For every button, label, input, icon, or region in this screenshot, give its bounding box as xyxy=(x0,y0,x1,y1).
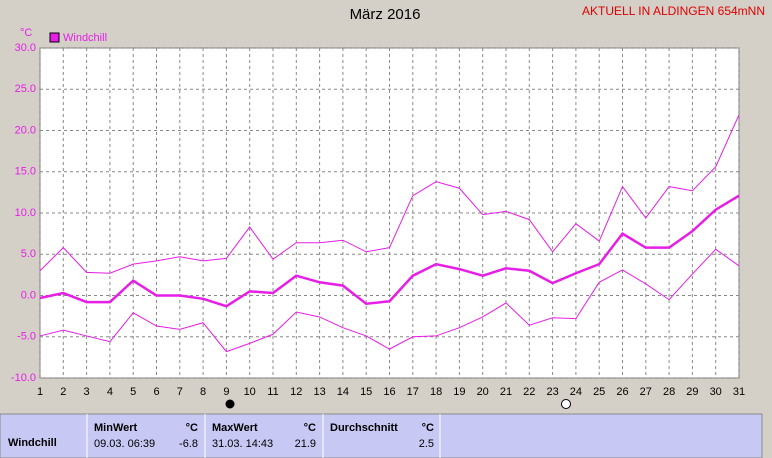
x-tick-label: 26 xyxy=(616,386,628,398)
x-tick-label: 30 xyxy=(710,386,722,398)
x-tick-label: 16 xyxy=(383,386,395,398)
y-tick-label: 5.0 xyxy=(21,248,36,260)
x-tick-label: 8 xyxy=(200,386,206,398)
x-tick-label: 6 xyxy=(153,386,159,398)
table-panel xyxy=(0,413,763,458)
series-line xyxy=(39,248,740,353)
time: 09.03. 06:39 xyxy=(94,438,155,450)
chart-title: März 2016 xyxy=(350,6,421,23)
y-tick-label: -10.0 xyxy=(11,372,36,384)
x-tick-label: 23 xyxy=(546,386,558,398)
row-label: Windchill xyxy=(8,437,57,449)
legend-swatch xyxy=(49,32,60,43)
y-tick-label: 0.0 xyxy=(21,289,36,301)
moon-icon xyxy=(561,399,571,409)
x-tick-label: 31 xyxy=(733,386,745,398)
x-tick-label: 5 xyxy=(130,386,136,398)
header: MinWert xyxy=(94,422,138,434)
x-tick-label: 11 xyxy=(267,386,278,398)
x-tick-label: 13 xyxy=(313,386,325,398)
series-line xyxy=(39,194,740,308)
value: 21.9 xyxy=(295,438,316,450)
x-tick-label: 20 xyxy=(477,386,489,398)
y-tick-label: 15.0 xyxy=(15,166,36,178)
unit: °C xyxy=(422,422,434,434)
x-tick-label: 18 xyxy=(430,386,442,398)
y-unit: °C xyxy=(20,27,32,39)
time: 31.03. 14:43 xyxy=(212,438,273,450)
header: MaxWert xyxy=(212,422,258,434)
value: -6.8 xyxy=(179,438,198,450)
y-tick-label: 10.0 xyxy=(15,207,36,219)
series-line xyxy=(39,114,740,274)
x-tick-label: 28 xyxy=(663,386,675,398)
subtitle: AKTUELL IN ALDINGEN 654mNN xyxy=(582,4,765,18)
x-tick-label: 21 xyxy=(500,386,512,398)
x-tick-label: 2 xyxy=(60,386,66,398)
x-tick-label: 14 xyxy=(337,386,349,398)
x-tick-label: 9 xyxy=(223,386,229,398)
y-tick-label: 25.0 xyxy=(15,83,36,95)
y-tick-label: 20.0 xyxy=(15,124,36,136)
unit: °C xyxy=(186,422,198,434)
x-tick-label: 22 xyxy=(523,386,535,398)
x-tick-label: 4 xyxy=(107,386,113,398)
x-tick-label: 10 xyxy=(244,386,256,398)
value: 2.5 xyxy=(419,438,434,450)
unit: °C xyxy=(304,422,316,434)
x-tick-label: 29 xyxy=(686,386,698,398)
x-tick-label: 1 xyxy=(37,386,43,398)
x-tick-label: 17 xyxy=(407,386,419,398)
x-tick-label: 19 xyxy=(453,386,465,398)
x-tick-label: 15 xyxy=(360,386,372,398)
moon-icon xyxy=(225,399,235,409)
y-tick-label: 30.0 xyxy=(15,42,36,54)
x-tick-label: 3 xyxy=(84,386,90,398)
x-tick-label: 24 xyxy=(570,386,582,398)
y-tick-label: -5.0 xyxy=(17,331,36,343)
x-tick-label: 7 xyxy=(177,386,183,398)
x-tick-label: 25 xyxy=(593,386,605,398)
header: Durchschnitt xyxy=(330,422,398,434)
legend-label: Windchill xyxy=(63,32,107,44)
x-tick-label: 27 xyxy=(640,386,652,398)
x-tick-label: 12 xyxy=(290,386,302,398)
